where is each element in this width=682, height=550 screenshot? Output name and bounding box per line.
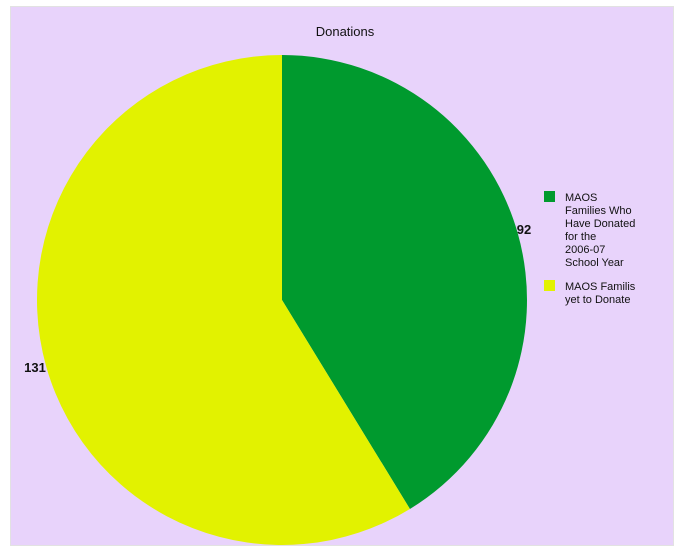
slice-value-label-2: 131 xyxy=(24,360,46,375)
pie-slice-1 xyxy=(282,55,527,509)
legend: MAOS Families Who Have Donated for the 2006-… xyxy=(544,191,636,306)
slice-value-labels: 92 131 xyxy=(24,222,531,375)
legend-label-2: MAOS Familis yet to Donate xyxy=(565,281,636,306)
pie-slice-2 xyxy=(36,55,410,546)
slice-value-label-1: 92 xyxy=(517,222,531,237)
pie-slices xyxy=(36,55,527,546)
legend-label-1: MAOS Families Who Have Donated for the 2006-… xyxy=(565,192,635,269)
chart-title: Donations xyxy=(316,24,375,39)
legend-swatch-2 xyxy=(544,280,555,291)
legend-swatch-1 xyxy=(544,191,555,202)
